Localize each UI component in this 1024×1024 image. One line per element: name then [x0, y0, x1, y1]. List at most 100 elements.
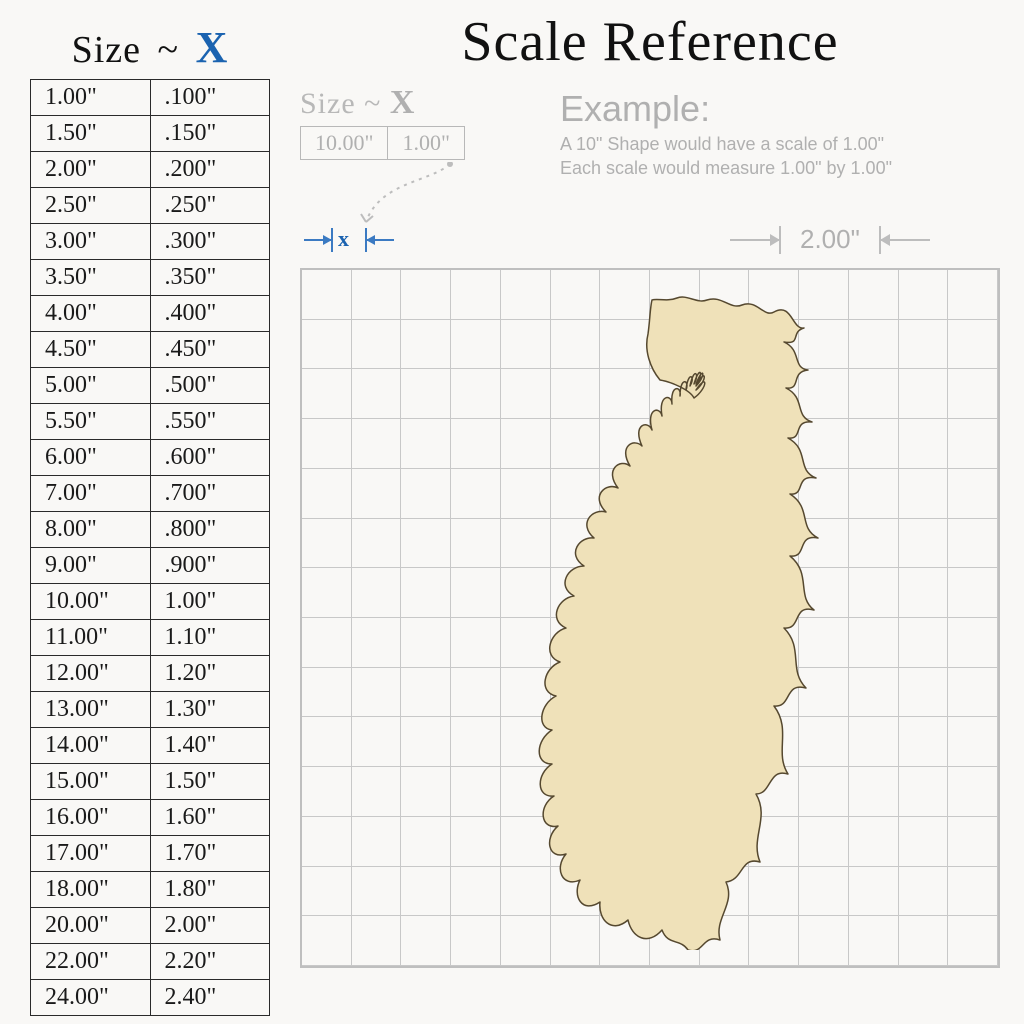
table-cell: 24.00" — [31, 980, 151, 1016]
table-cell: 6.00" — [31, 440, 151, 476]
grid-cell — [451, 767, 501, 817]
grid-cell — [849, 568, 899, 618]
grid-cell — [899, 568, 949, 618]
grid-cell — [948, 320, 998, 370]
grid-cell — [451, 668, 501, 718]
sub-size-cell-x: 1.00" — [388, 127, 464, 160]
grid-cell — [700, 817, 750, 867]
grid-cell — [451, 270, 501, 320]
example-line2: Each scale would measure 1.00" by 1.00" — [560, 156, 990, 180]
grid-cell — [948, 867, 998, 917]
grid-cell — [600, 867, 650, 917]
grid-cell — [948, 767, 998, 817]
table-cell: .300" — [150, 224, 270, 260]
sub-size-cell-size: 10.00" — [301, 127, 388, 160]
grid-cell — [600, 519, 650, 569]
size-x-value: X — [196, 23, 229, 72]
grid-cell — [302, 916, 352, 966]
grid-cell — [650, 767, 700, 817]
table-cell: .100" — [150, 80, 270, 116]
table-cell: 2.00" — [31, 152, 151, 188]
table-row: 13.00"1.30" — [31, 692, 270, 728]
grid-cell — [302, 320, 352, 370]
grid-cell — [948, 717, 998, 767]
grid-cell — [302, 668, 352, 718]
table-row: 7.00".700" — [31, 476, 270, 512]
grid-cell — [700, 916, 750, 966]
table-row: 4.50".450" — [31, 332, 270, 368]
grid-cell — [401, 717, 451, 767]
grid-cell — [749, 369, 799, 419]
size-label: Size — [72, 29, 141, 71]
grid-cell — [451, 320, 501, 370]
grid-cell — [849, 369, 899, 419]
grid-cell — [799, 568, 849, 618]
grid-cell — [650, 419, 700, 469]
table-cell: .900" — [150, 548, 270, 584]
grid-cell — [551, 369, 601, 419]
grid-cell — [451, 419, 501, 469]
grid-cell — [948, 668, 998, 718]
grid-cell — [799, 618, 849, 668]
table-row: 24.00"2.40" — [31, 980, 270, 1016]
table-cell: 12.00" — [31, 656, 151, 692]
grid-cell — [401, 419, 451, 469]
grid-cell — [650, 817, 700, 867]
grid-cell — [799, 469, 849, 519]
table-cell: 1.40" — [150, 728, 270, 764]
grid-cell — [749, 568, 799, 618]
grid-cell — [551, 867, 601, 917]
grid-cell — [700, 618, 750, 668]
grid-cell — [650, 270, 700, 320]
grid-cell — [302, 767, 352, 817]
grid-cell — [749, 469, 799, 519]
table-row: 18.00"1.80" — [31, 872, 270, 908]
grid-cell — [700, 668, 750, 718]
sub-sizex-table: 10.00" 1.00" — [300, 126, 465, 160]
grid-cell — [600, 270, 650, 320]
two-inch-label: 2.00" — [800, 224, 860, 255]
grid-cell — [948, 618, 998, 668]
grid-cell — [551, 469, 601, 519]
table-cell: .250" — [150, 188, 270, 224]
sub-size-dash: ~ — [364, 87, 381, 120]
grid-cell — [899, 369, 949, 419]
grid-cell — [352, 717, 402, 767]
grid-cell — [600, 668, 650, 718]
grid-cell — [451, 817, 501, 867]
table-cell: 1.80" — [150, 872, 270, 908]
grid-cell — [899, 867, 949, 917]
page-title: Scale Reference — [300, 10, 1000, 74]
grid-cell — [799, 717, 849, 767]
grid-cell — [600, 419, 650, 469]
grid-cell — [401, 618, 451, 668]
grid-cell — [352, 568, 402, 618]
table-cell: .800" — [150, 512, 270, 548]
table-row: 6.00".600" — [31, 440, 270, 476]
grid-cell — [551, 419, 601, 469]
x-indicator-label: x — [338, 226, 349, 252]
table-row: 3.50".350" — [31, 260, 270, 296]
grid-cell — [451, 469, 501, 519]
grid-cell — [401, 469, 451, 519]
table-row: 3.00".300" — [31, 224, 270, 260]
grid-cell — [948, 270, 998, 320]
grid-cell — [352, 916, 402, 966]
table-cell: 18.00" — [31, 872, 151, 908]
grid-cell — [700, 767, 750, 817]
grid-cell — [700, 867, 750, 917]
sub-size-label: Size — [300, 87, 356, 120]
grid-cell — [401, 369, 451, 419]
size-dash: ~ — [158, 29, 180, 71]
grid-cell — [849, 817, 899, 867]
grid-cell — [352, 618, 402, 668]
table-cell: 11.00" — [31, 620, 151, 656]
grid-cell — [401, 270, 451, 320]
grid-cell — [650, 369, 700, 419]
grid-cell — [302, 469, 352, 519]
table-row: 2.50".250" — [31, 188, 270, 224]
example-title: Example: — [560, 88, 990, 130]
grid-cell — [302, 270, 352, 320]
grid-cell — [899, 717, 949, 767]
table-cell: .200" — [150, 152, 270, 188]
